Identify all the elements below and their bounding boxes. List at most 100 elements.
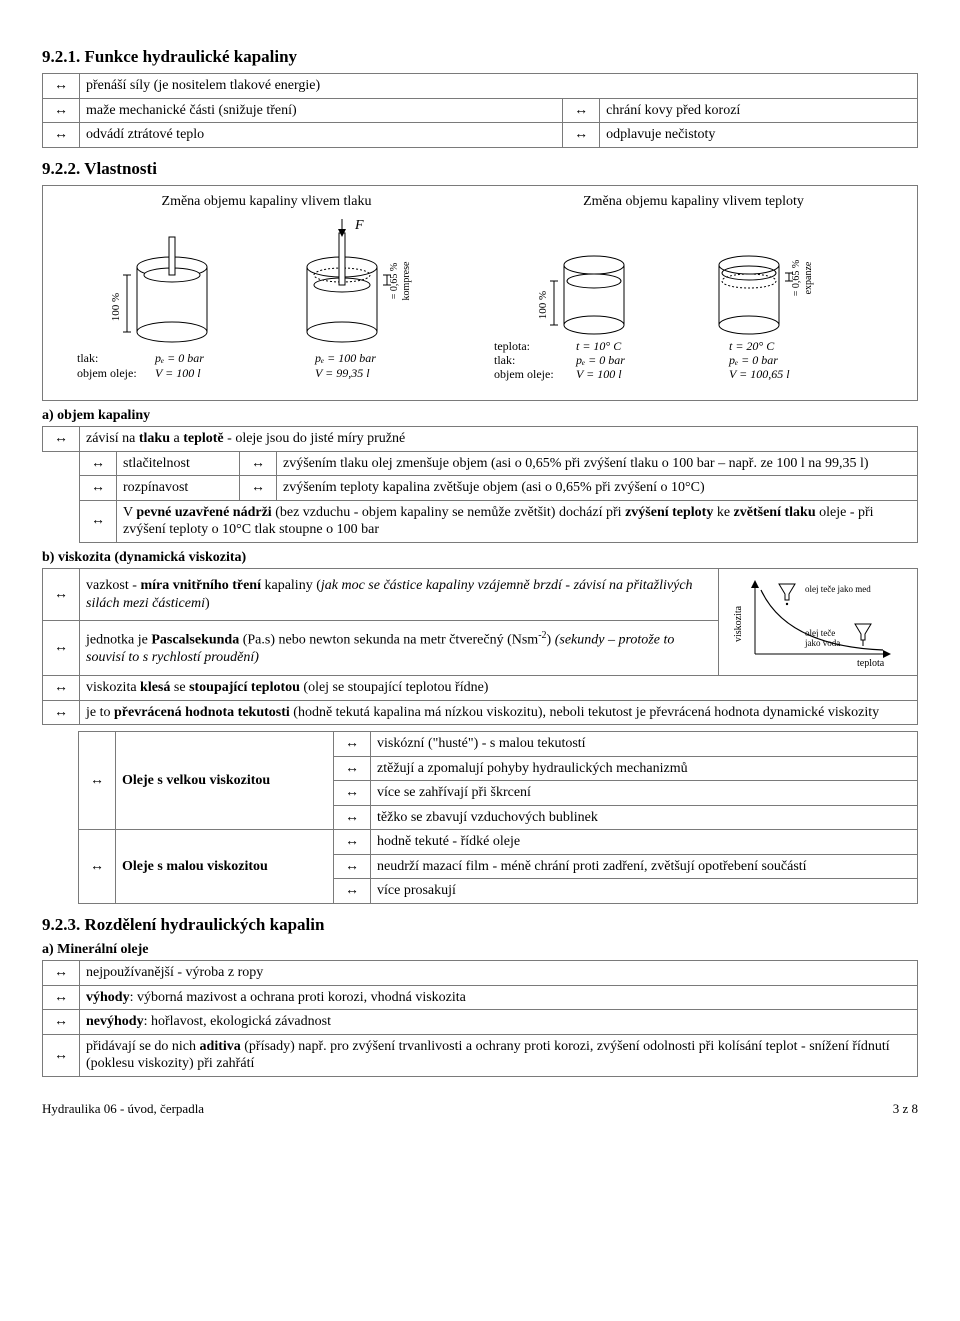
arrow-cell: ↔ <box>334 805 371 830</box>
diag-hdr-right: Změna objemu kapaliny vlivem teploty <box>480 190 907 214</box>
arrow-cell: ↔ <box>43 985 80 1010</box>
pressure-diagram: 100 % F <box>77 217 457 387</box>
force-label: F <box>354 218 364 233</box>
t2-t: t = 20° C <box>729 339 775 353</box>
big-item: více se zahřívají při škrcení <box>371 781 918 806</box>
arrow-cell: ↔ <box>43 676 80 701</box>
big-item: viskózní ("husté") - s malou tekutostí <box>371 732 918 757</box>
small-item: více prosakují <box>371 879 918 904</box>
sec-a-r1: závisí na tlaku a teplotě - oleje jsou d… <box>80 427 918 452</box>
arrow-cell: ↔ <box>43 700 80 725</box>
p1-pe: pₑ = 0 bar <box>154 351 204 365</box>
p1-V: V = 100 l <box>155 366 201 380</box>
footer-left: Hydraulika 06 - úvod, čerpadla <box>42 1101 204 1117</box>
heading-922: 9.2.2. Vlastnosti <box>42 158 918 179</box>
arrow-cell: ↔ <box>43 1010 80 1035</box>
pressure-diagram-cell: 100 % F <box>53 214 480 390</box>
footer-right: 3 z 8 <box>893 1101 918 1117</box>
arrow-cell: ↔ <box>240 451 277 476</box>
sec-a-title: a) objem kapaliny <box>42 407 918 425</box>
vol-label: objem oleje: <box>494 367 554 381</box>
arrow-cell: ↔ <box>334 732 371 757</box>
t2-V: V = 100,65 l <box>729 367 790 381</box>
big-item: těžko se zbavují vzduchových bublinek <box>371 805 918 830</box>
sec-a-table: ↔ závisí na tlaku a teplotě - oleje jsou… <box>42 426 918 543</box>
sec-b-title: b) viskozita (dynamická viskozita) <box>42 549 918 567</box>
arrow-cell: ↔ <box>334 879 371 904</box>
sec-c-r3: nevýhody: hořlavost, ekologická závadnos… <box>80 1010 918 1035</box>
arrow-cell: ↔ <box>240 476 277 501</box>
visc-bottom-label: olej teče <box>805 628 835 638</box>
arrow-cell: ↔ <box>43 427 80 452</box>
pressure-temp-diagrams: Změna objemu kapaliny vlivem tlaku Změna… <box>42 185 918 401</box>
visc-x-label: teplota <box>857 658 885 668</box>
arrow-cell: ↔ <box>334 854 371 879</box>
tlak-label: tlak: <box>494 353 515 367</box>
stlac-label: stlačitelnost <box>117 451 240 476</box>
teplota-label: teplota: <box>494 339 530 353</box>
small-visc-label: Oleje s malou viskozitou <box>116 830 334 904</box>
arrow-cell: ↔ <box>43 98 80 123</box>
arrow-cell: ↔ <box>334 781 371 806</box>
sec-c-r2: výhody: výborná mazivost a ochrana proti… <box>80 985 918 1010</box>
page-footer: Hydraulika 06 - úvod, čerpadla 3 z 8 <box>42 1101 918 1117</box>
rozp-label: rozpínavost <box>117 476 240 501</box>
sec-b-r1: vazkost - míra vnitřního tření kapaliny … <box>80 569 719 621</box>
funkce-r3c2: odplavuje nečistoty <box>600 123 918 148</box>
visc-y-label: viskozita <box>733 605 744 642</box>
arrow-cell: ↔ <box>43 961 80 986</box>
visc-diagram-cell: olej teče jako med olej teče jako voda v… <box>719 569 918 676</box>
sec-b-r3: viskozita klesá se stoupající teplotou (… <box>80 676 918 701</box>
expanze-pct: = 0,65 % <box>791 259 802 295</box>
arrow-cell: ↔ <box>43 74 80 99</box>
arrow-cell: ↔ <box>43 569 80 621</box>
funkce-r2c1: maže mechanické části (snižuje tření) <box>80 98 563 123</box>
arrow-cell: ↔ <box>334 830 371 855</box>
komprese-label: komprese <box>401 261 412 300</box>
pct-100-label: 100 % <box>537 290 549 318</box>
heading-923: 9.2.3. Rozdělení hydraulických kapalin <box>42 914 918 935</box>
arrow-cell: ↔ <box>79 732 116 830</box>
pct-100-label: 100 % <box>110 292 122 320</box>
tlak-label: tlak: <box>77 351 98 365</box>
arrow-cell: ↔ <box>80 500 117 542</box>
arrow-cell: ↔ <box>80 476 117 501</box>
sec-c-table: ↔ nejpoužívanější - výroba z ropy ↔ výho… <box>42 960 918 1077</box>
komprese-pct: = 0,65 % <box>389 262 400 298</box>
stlac-text: zvýšením tlaku olej zmenšuje objem (asi … <box>277 451 918 476</box>
pevna-text: V pevné uzavřené nádrži (bez vzduchu - o… <box>117 500 918 542</box>
rozp-text: zvýšením teploty kapalina zvětšuje objem… <box>277 476 918 501</box>
vol-label: objem oleje: <box>77 366 137 380</box>
arrow-cell: ↔ <box>334 756 371 781</box>
temperature-diagram-cell: 100 % expanze <box>480 214 907 390</box>
arrow-cell: ↔ <box>79 830 116 904</box>
diag-hdr-left: Změna objemu kapaliny vlivem tlaku <box>53 190 480 214</box>
arrow-cell: ↔ <box>43 123 80 148</box>
funkce-r1: přenáší síly (je nositelem tlakové energ… <box>80 74 918 99</box>
heading-921: 9.2.1. Funkce hydraulické kapaliny <box>42 46 918 67</box>
oleje-table: ↔ Oleje s velkou viskozitou ↔ viskózní (… <box>42 731 918 904</box>
p2-pe: pₑ = 100 bar <box>314 351 376 365</box>
small-item: hodně tekuté - řídké oleje <box>371 830 918 855</box>
expanze-label: expanze <box>803 261 814 294</box>
sec-c-title: a) Minerální oleje <box>42 941 918 959</box>
p2-V: V = 99,35 l <box>315 366 370 380</box>
arrow-cell: ↔ <box>43 1034 80 1076</box>
temperature-diagram: 100 % expanze <box>494 217 894 387</box>
arrow-cell: ↔ <box>43 621 80 676</box>
viscosity-chart: olej teče jako med olej teče jako voda v… <box>727 576 902 668</box>
sec-c-r1: nejpoužívanější - výroba z ropy <box>80 961 918 986</box>
t1-pe: pₑ = 0 bar <box>575 353 625 367</box>
funkce-r3c1: odvádí ztrátové teplo <box>80 123 563 148</box>
arrow-cell: ↔ <box>563 123 600 148</box>
sec-b-r2: jednotka je Pascalsekunda (Pa.s) nebo ne… <box>80 621 719 676</box>
visc-top-label: olej teče jako med <box>805 584 871 594</box>
funkce-table: ↔ přenáší síly (je nositelem tlakové ene… <box>42 73 918 148</box>
t2-pe: pₑ = 0 bar <box>728 353 778 367</box>
big-visc-label: Oleje s velkou viskozitou <box>116 732 334 830</box>
small-item: neudrží mazací film - méně chrání proti … <box>371 854 918 879</box>
sec-b-table: ↔ vazkost - míra vnitřního tření kapalin… <box>42 568 918 725</box>
arrow-cell: ↔ <box>80 451 117 476</box>
t1-t: t = 10° C <box>576 339 622 353</box>
svg-text:jako voda: jako voda <box>804 638 840 648</box>
